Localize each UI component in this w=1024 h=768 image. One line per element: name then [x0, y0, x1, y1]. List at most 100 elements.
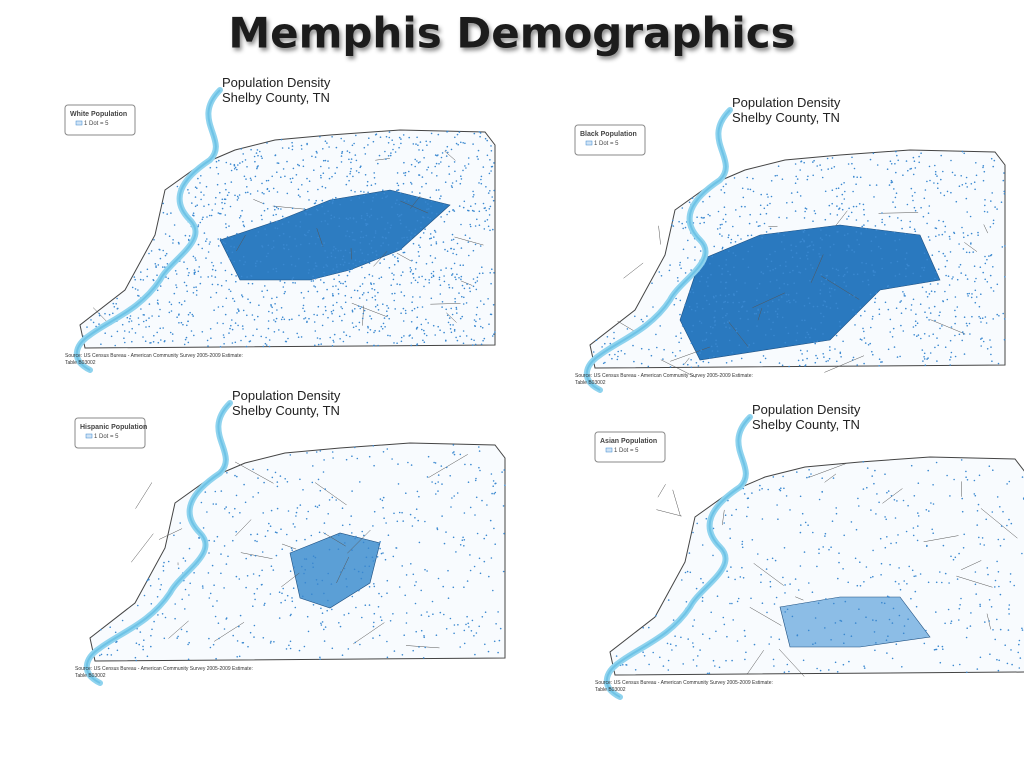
- population-dot: [460, 175, 462, 177]
- population-dot: [247, 282, 250, 285]
- population-dot: [979, 603, 981, 606]
- population-dot: [382, 496, 385, 499]
- population-dot: [387, 244, 390, 246]
- population-dot: [936, 175, 938, 177]
- population-dot: [323, 592, 325, 595]
- population-dot: [595, 339, 598, 341]
- population-dot: [765, 231, 768, 233]
- population-dot: [315, 451, 318, 453]
- population-dot: [914, 167, 917, 169]
- population-dot: [396, 283, 399, 285]
- population-dot: [733, 266, 735, 269]
- population-dot: [965, 470, 967, 473]
- population-dot: [921, 266, 923, 269]
- population-dot: [447, 151, 449, 154]
- population-dot: [260, 584, 263, 586]
- population-dot: [959, 263, 962, 266]
- tract-line: [430, 303, 461, 305]
- tract-line: [961, 560, 982, 571]
- population-dot: [474, 203, 477, 205]
- population-dot: [171, 333, 174, 335]
- population-dot: [363, 146, 366, 149]
- population-dot: [804, 210, 806, 213]
- population-dot: [280, 138, 283, 141]
- population-dot: [289, 640, 292, 643]
- population-dot: [958, 619, 960, 621]
- population-dot: [478, 182, 480, 184]
- population-dot: [725, 362, 728, 364]
- population-dot: [116, 297, 118, 300]
- population-dot: [451, 273, 454, 275]
- population-dot: [952, 276, 954, 278]
- population-dot: [824, 532, 827, 535]
- population-dot: [863, 330, 865, 333]
- population-dot: [408, 229, 411, 232]
- population-dot: [909, 226, 911, 228]
- population-dot: [400, 142, 402, 145]
- population-dot: [215, 166, 218, 169]
- population-dot: [159, 308, 161, 311]
- population-dot: [669, 643, 672, 645]
- population-dot: [347, 268, 350, 271]
- population-dot: [491, 335, 494, 337]
- population-dot: [363, 309, 366, 312]
- population-dot: [422, 657, 425, 659]
- population-dot: [346, 274, 349, 277]
- population-dot: [774, 267, 777, 270]
- population-dot: [233, 168, 236, 170]
- population-dot: [156, 331, 158, 334]
- population-dot: [379, 136, 382, 138]
- population-dot: [403, 161, 405, 164]
- population-dot: [374, 305, 377, 308]
- population-dot: [412, 143, 415, 145]
- population-dot: [977, 503, 980, 506]
- population-dot: [902, 632, 905, 635]
- population-dot: [764, 357, 767, 360]
- population-dot: [384, 558, 387, 561]
- population-dot: [442, 241, 445, 243]
- population-dot: [416, 490, 419, 493]
- population-dot: [945, 274, 947, 277]
- population-dot: [465, 302, 468, 304]
- population-dot: [900, 219, 903, 222]
- population-dot: [393, 650, 396, 652]
- population-dot: [235, 494, 238, 497]
- population-dot: [937, 283, 939, 285]
- population-dot: [319, 656, 321, 659]
- population-dot: [853, 273, 855, 276]
- population-dot: [148, 325, 150, 328]
- population-dot: [725, 314, 727, 317]
- population-dot: [747, 250, 749, 253]
- population-dot: [463, 287, 466, 290]
- population-dot: [488, 208, 491, 210]
- population-dot: [634, 315, 636, 318]
- population-dot: [412, 649, 415, 652]
- population-dot: [742, 196, 745, 199]
- population-dot: [480, 325, 482, 328]
- population-dot: [142, 279, 145, 281]
- population-dot: [287, 248, 290, 251]
- population-dot: [975, 174, 978, 177]
- population-dot: [903, 625, 906, 627]
- population-dot: [493, 189, 495, 192]
- population-dot: [256, 167, 258, 170]
- population-dot: [880, 562, 883, 565]
- population-dot: [779, 489, 782, 492]
- population-dot: [472, 278, 475, 280]
- population-dot: [910, 464, 913, 467]
- population-dot: [235, 280, 237, 283]
- population-dot: [916, 539, 919, 542]
- population-dot: [352, 262, 355, 265]
- population-dot: [479, 572, 482, 575]
- population-dot: [756, 287, 758, 289]
- population-dot: [831, 189, 834, 191]
- population-dot: [338, 280, 341, 283]
- population-dot: [211, 275, 213, 277]
- population-dot: [389, 227, 392, 229]
- population-dot: [340, 161, 343, 163]
- population-dot: [836, 195, 838, 198]
- population-dot: [823, 283, 825, 285]
- population-dot: [695, 587, 698, 590]
- legend-key: 1 Dot = 5: [594, 141, 619, 147]
